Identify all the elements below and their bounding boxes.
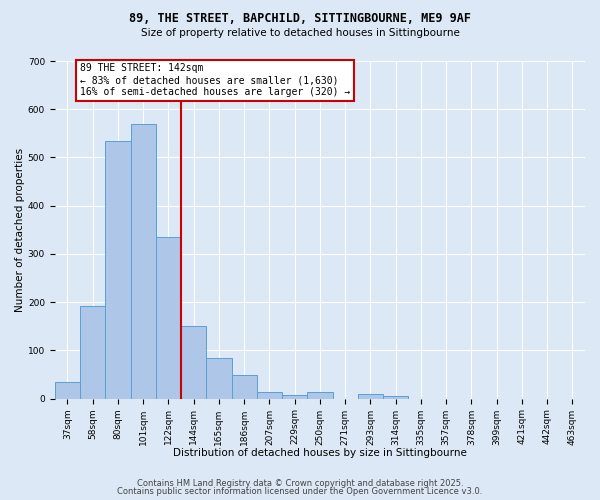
Bar xyxy=(282,395,307,398)
Bar xyxy=(156,237,181,398)
Bar xyxy=(307,392,332,398)
Bar xyxy=(55,382,80,398)
Bar xyxy=(358,394,383,398)
Text: Contains HM Land Registry data © Crown copyright and database right 2025.: Contains HM Land Registry data © Crown c… xyxy=(137,478,463,488)
Text: 89, THE STREET, BAPCHILD, SITTINGBOURNE, ME9 9AF: 89, THE STREET, BAPCHILD, SITTINGBOURNE,… xyxy=(129,12,471,26)
Bar xyxy=(383,396,408,398)
Bar xyxy=(131,124,156,398)
Text: Size of property relative to detached houses in Sittingbourne: Size of property relative to detached ho… xyxy=(140,28,460,38)
Y-axis label: Number of detached properties: Number of detached properties xyxy=(15,148,25,312)
Text: 89 THE STREET: 142sqm
← 83% of detached houses are smaller (1,630)
16% of semi-d: 89 THE STREET: 142sqm ← 83% of detached … xyxy=(80,64,350,96)
Bar xyxy=(181,326,206,398)
Bar xyxy=(257,392,282,398)
Bar xyxy=(232,376,257,398)
Text: Contains public sector information licensed under the Open Government Licence v3: Contains public sector information licen… xyxy=(118,487,482,496)
Bar xyxy=(206,358,232,399)
Bar xyxy=(105,140,131,398)
Bar xyxy=(80,306,105,398)
X-axis label: Distribution of detached houses by size in Sittingbourne: Distribution of detached houses by size … xyxy=(173,448,467,458)
